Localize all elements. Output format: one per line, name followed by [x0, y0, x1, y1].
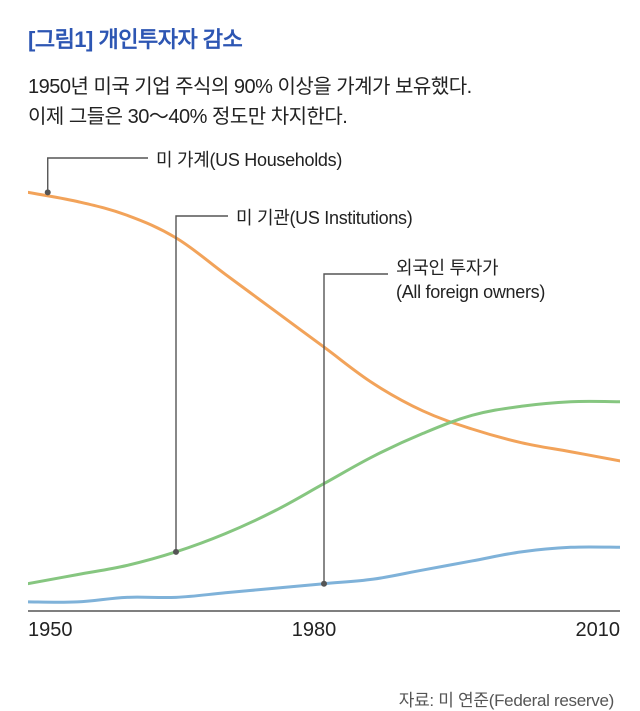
subtitle-line-2: 이제 그들은 30～40% 정도만 차지한다. [28, 106, 347, 128]
chart-subtitle: 1950년 미국 기업 주식의 90% 이상을 가계가 보유했다. 이제 그들은… [28, 72, 620, 132]
leader-dot-institutions [173, 549, 179, 555]
x-tick-label: 1950 [28, 619, 73, 642]
chart-area: 미 가계(US Households)미 기관(US Institutions)… [28, 156, 620, 626]
series-label-institutions: 미 기관(US Institutions) [236, 206, 412, 230]
leader-dot-foreign [321, 581, 327, 587]
x-axis-labels: 1950 1980 2010 [28, 619, 620, 642]
chart-title: [그림1] 개인투자자 감소 [28, 22, 620, 54]
chart-source: 자료: 미 연준(Federal reserve) [28, 686, 620, 711]
leader-line-foreign [324, 274, 388, 584]
x-tick-label: 2010 [576, 619, 621, 642]
leader-dot-households [45, 189, 51, 195]
subtitle-line-1: 1950년 미국 기업 주식의 90% 이상을 가계가 보유했다. [28, 76, 472, 98]
series-label-households: 미 가계(US Households) [156, 148, 342, 172]
leader-line-institutions [176, 216, 228, 552]
leader-line-households [48, 158, 148, 192]
x-tick-label: 1980 [292, 619, 337, 642]
series-label-foreign: 외국인 투자가 (All foreign owners) [396, 256, 545, 305]
